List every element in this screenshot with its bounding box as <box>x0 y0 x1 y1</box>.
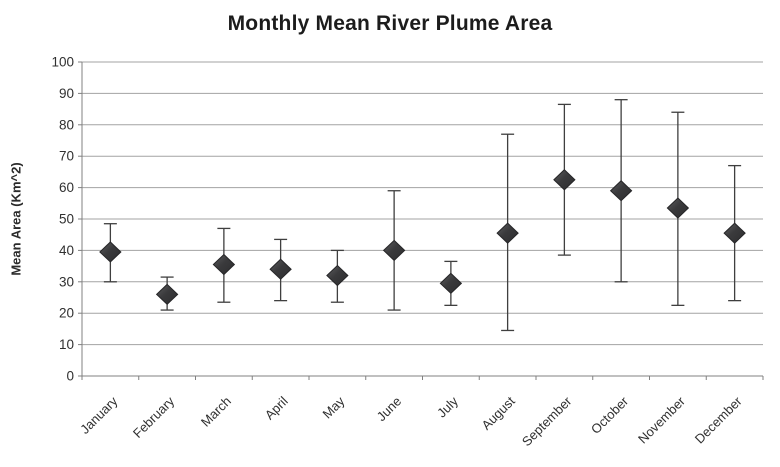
data-point-diamond <box>155 283 179 306</box>
y-axis-tick-label: 90 <box>59 86 74 101</box>
x-axis-tick-label: December <box>692 393 745 446</box>
y-axis-tick-label: 30 <box>59 274 74 289</box>
x-axis-tick-label: November <box>635 393 688 446</box>
chart-title: Monthly Mean River Plume Area <box>227 12 553 35</box>
x-axis-tick-label: September <box>519 393 575 449</box>
data-point-diamond <box>496 222 519 244</box>
y-axis-tick-label: 20 <box>59 306 74 321</box>
x-axis-tick-label: May <box>320 393 348 421</box>
y-axis-tick-label: 50 <box>59 212 74 227</box>
y-axis-tick-label: 40 <box>59 243 74 258</box>
y-axis-tick-label: 10 <box>59 337 74 352</box>
data-point-diamond <box>326 264 349 287</box>
data-point-diamond <box>99 241 122 263</box>
y-axis-tick-label: 60 <box>59 180 74 195</box>
y-axis-tick-label: 70 <box>59 149 74 164</box>
x-axis-tick-label: February <box>130 393 178 441</box>
data-point-diamond <box>382 239 406 262</box>
data-point-diamond <box>439 272 463 295</box>
y-axis-tick-label: 80 <box>59 117 74 132</box>
data-point-diamond <box>666 197 690 219</box>
data-point-diamond <box>553 169 576 191</box>
y-axis-title: Mean Area (Km^2) <box>8 162 24 276</box>
data-point-diamond <box>212 253 236 276</box>
y-axis-tick-label: 100 <box>51 55 74 70</box>
x-axis-tick-label: July <box>434 393 461 420</box>
y-axis-tick-label: 0 <box>66 369 74 384</box>
x-axis-tick-label: March <box>198 394 234 430</box>
x-axis-tick-label: April <box>262 393 291 422</box>
data-point-diamond <box>269 258 292 280</box>
data-point-diamond <box>723 222 746 244</box>
data-point-diamond <box>609 180 633 202</box>
x-axis-tick-label: August <box>479 393 518 432</box>
x-axis-tick-label: October <box>588 393 632 437</box>
x-axis-tick-label: June <box>374 394 405 425</box>
x-axis-tick-label: January <box>77 393 121 437</box>
